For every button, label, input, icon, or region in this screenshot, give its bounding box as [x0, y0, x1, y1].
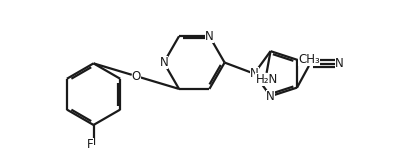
- Text: N: N: [160, 56, 168, 69]
- Text: N: N: [266, 90, 275, 103]
- Text: N: N: [250, 67, 259, 80]
- Text: F: F: [87, 138, 94, 151]
- Text: N: N: [205, 30, 214, 43]
- Text: O: O: [131, 70, 141, 83]
- Text: H₂N: H₂N: [255, 73, 278, 86]
- Text: CH₃: CH₃: [298, 53, 320, 66]
- Text: N: N: [335, 57, 343, 70]
